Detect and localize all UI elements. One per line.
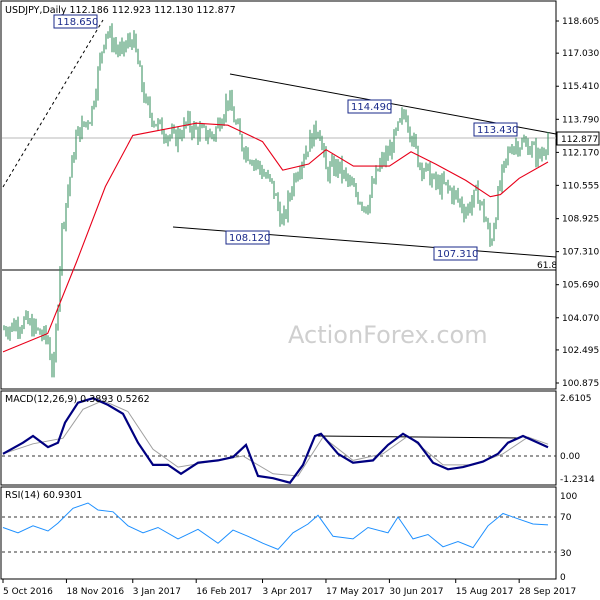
annotation-118650: 118.650: [53, 14, 98, 29]
svg-text:118.650: 118.650: [57, 17, 98, 28]
macd-ytick: 2.6105: [560, 394, 592, 404]
rsi-panel: RSI(14) 60.9301 100 70 30 0: [0, 486, 577, 583]
price-y-axis: 118.605 117.030 115.410 113.790 112.170 110.5…: [556, 17, 599, 389]
annotation-107310: 107.310: [433, 246, 478, 261]
price-ytick-label: 117.030: [562, 49, 599, 59]
rsi-ytick: 30: [560, 549, 572, 559]
price-ytick-label: 108.925: [562, 215, 599, 225]
x-tick-label: 28 Sep 2017: [519, 587, 576, 597]
rsi-ytick: 70: [560, 513, 572, 523]
x-tick-label: 16 Feb 2017: [196, 587, 252, 597]
price-ytick-label: 112.170: [562, 148, 599, 158]
x-axis: 5 Oct 2016 18 Nov 2016 3 Jan 2017 16 Feb 20…: [2, 579, 576, 597]
price-ytick-label: 118.605: [562, 17, 599, 27]
fib-618-label: 61.8: [537, 261, 557, 271]
price-ytick-label: 102.495: [562, 346, 599, 356]
x-tick-label: 30 Jun 2017: [389, 587, 443, 597]
watermark: ActionForex.com: [288, 321, 488, 349]
x-tick-label: 3 Jan 2017: [133, 587, 181, 597]
macd-panel: MACD(12,26,9) 0.3893 0.5262 2.6105 0.00 …: [0, 390, 595, 486]
x-tick-label: 15 Aug 2017: [456, 587, 514, 597]
svg-text:107.310: 107.310: [437, 249, 478, 260]
macd-ytick: -1.2314: [560, 475, 595, 485]
macd-horizontal-line: [317, 435, 521, 439]
rsi-title: RSI(14) 60.9301: [5, 490, 82, 501]
rsi-line: [2, 502, 549, 550]
price-ytick-label: 110.555: [562, 181, 599, 191]
svg-text:112.877: 112.877: [561, 135, 598, 145]
price-candles: [3, 23, 549, 378]
x-tick-label: 3 Apr 2017: [263, 587, 313, 597]
annotation-108120: 108.120: [225, 230, 270, 245]
macd-title: MACD(12,26,9) 0.3893 0.5262: [5, 394, 150, 405]
macd-panel-frame: [0, 390, 557, 486]
macd-ytick: 0.00: [560, 452, 580, 462]
svg-text:113.430: 113.430: [477, 125, 518, 136]
price-ytick-label: 115.410: [562, 82, 599, 92]
macd-signal-line: [2, 399, 549, 477]
x-tick-label: 17 May 2017: [326, 587, 385, 597]
price-ytick-label: 113.790: [562, 115, 599, 125]
price-ytick-label: 104.070: [562, 314, 599, 324]
moving-average-line: [2, 122, 549, 353]
svg-text:108.120: 108.120: [229, 233, 270, 244]
rsi-panel-frame: [0, 486, 557, 580]
current-price-marker: 112.877: [556, 131, 600, 146]
macd-line: [2, 397, 549, 484]
price-ytick-label: 105.690: [562, 281, 599, 291]
x-tick-label: 18 Nov 2016: [66, 587, 124, 597]
rsi-ytick: 0: [560, 573, 566, 583]
price-title: USDJPY,Daily 112.186 112.923 112.130 112…: [5, 5, 236, 16]
dashed-trend-line: [2, 19, 104, 188]
rsi-ytick: 100: [560, 492, 577, 502]
price-ytick-label: 100.875: [562, 379, 599, 389]
x-tick-label: 5 Oct 2016: [3, 587, 53, 597]
annotation-113430: 113.430: [473, 122, 518, 137]
svg-text:114.490: 114.490: [351, 102, 392, 113]
price-ytick-label: 107.310: [562, 248, 599, 258]
annotation-114490: 114.490: [347, 99, 392, 114]
price-panel: ActionForex.com 118.605 117.030 115.410 113…: [0, 0, 600, 390]
